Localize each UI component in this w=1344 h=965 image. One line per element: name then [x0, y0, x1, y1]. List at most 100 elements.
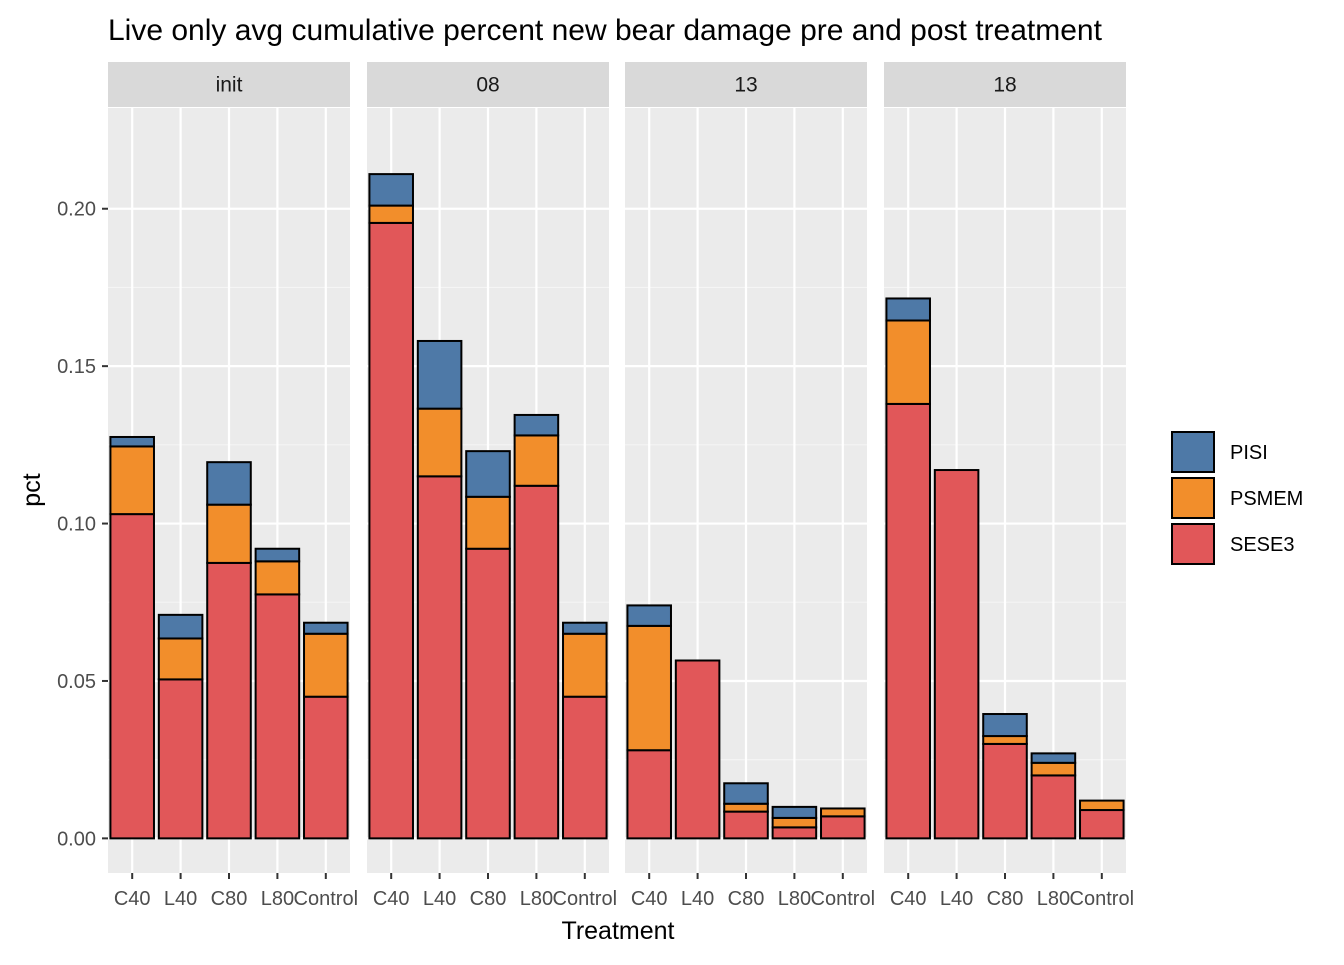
bar-sese3-c80: [723, 810, 769, 840]
bar-psmem-c80: [465, 495, 511, 550]
x-tick-label: C40: [373, 888, 410, 910]
x-tick-label: C40: [890, 888, 927, 910]
facet-strip: [108, 62, 350, 107]
bar-sese3-l80: [254, 593, 301, 840]
bar-pisi-l80: [513, 413, 560, 437]
bar-sese3-c40: [109, 513, 155, 840]
bar-sese3-c80: [206, 561, 252, 840]
bar-pisi-c40: [885, 297, 931, 322]
bar-pisi-l40: [157, 613, 204, 640]
facet-panel-init: init C40 L40 C80 L80 Control: [108, 62, 358, 910]
bar-pisi-c80: [206, 461, 252, 506]
x-tick-label: Control: [553, 888, 617, 910]
bar-sese3-control: [1079, 809, 1125, 840]
bar-psmem-l80: [1030, 761, 1077, 777]
facet-strip-label: 08: [476, 74, 499, 97]
x-tick-label: L80: [1037, 888, 1070, 910]
bar-psmem-c40: [109, 445, 155, 516]
bar-psmem-c80: [723, 802, 769, 813]
x-tick-label: L80: [520, 888, 553, 910]
y-tick-label: 0.00: [57, 828, 96, 850]
bar-psmem-l80: [513, 434, 560, 487]
bar-psmem-l40: [416, 407, 463, 478]
bar-psmem-c40: [885, 319, 931, 405]
bar-pisi-c40: [626, 604, 672, 627]
bar-pisi-control: [562, 621, 608, 635]
bar-pisi-c80: [723, 782, 769, 805]
bar-sese3-l80: [1030, 774, 1077, 840]
bar-pisi-c40: [109, 435, 155, 448]
x-tick-label: C40: [114, 888, 151, 910]
bar-psmem-l80: [771, 816, 818, 829]
bar-sese3-control: [820, 815, 866, 840]
facet-strip-label: 18: [993, 74, 1016, 97]
y-tick-label: 0.20: [57, 199, 96, 221]
bar-sese3-l40: [674, 659, 721, 840]
facet-panel-13: 13 C40 L40 C80 L80 Control: [625, 62, 875, 910]
bar-sese3-l40: [416, 475, 463, 840]
bar-sese3-c80: [982, 742, 1028, 840]
x-axis-title: Treatment: [561, 917, 674, 945]
facet-strip-label: 13: [734, 74, 757, 97]
bar-psmem-control: [1079, 799, 1125, 812]
legend-label-pisi: PISI: [1230, 442, 1268, 464]
legend-label-sese3: SESE3: [1230, 534, 1294, 556]
facet-strip-label: init: [216, 74, 243, 97]
bar-sese3-l40: [157, 678, 204, 840]
legend-key-sese3: [1171, 523, 1215, 565]
bar-sese3-l80: [771, 826, 818, 840]
x-tick-label: L80: [261, 888, 294, 910]
chart-title: Live only avg cumulative percent new bea…: [108, 14, 1103, 47]
x-tick-label: C80: [987, 888, 1024, 910]
bar-sese3-control: [562, 695, 608, 840]
x-tick-label: C80: [728, 888, 765, 910]
y-tick-label: 0.15: [57, 356, 96, 378]
y-tick-label: 0.10: [57, 514, 96, 536]
bar-psmem-c80: [206, 503, 252, 564]
bar-psmem-c40: [626, 624, 672, 752]
bar-pisi-c80: [982, 713, 1028, 738]
facet-strip: [367, 62, 609, 107]
bar-psmem-control: [562, 632, 608, 698]
bar-psmem-control: [303, 632, 349, 698]
x-tick-label: Control: [294, 888, 358, 910]
x-tick-label: Control: [1070, 888, 1134, 910]
x-tick-label: L40: [681, 888, 714, 910]
bar-pisi-c40: [368, 173, 414, 207]
x-tick-label: C40: [631, 888, 668, 910]
legend-key-psmem: [1171, 477, 1215, 519]
bar-pisi-l80: [1030, 752, 1077, 764]
bar-sese3-c40: [368, 221, 414, 840]
x-tick-label: L40: [423, 888, 456, 910]
bar-sese3-c80: [465, 547, 511, 840]
bar-pisi-l40: [416, 339, 463, 410]
x-tick-label: C80: [470, 888, 507, 910]
x-tick-label: L40: [164, 888, 197, 910]
x-tick-label: L40: [940, 888, 973, 910]
bar-sese3-c40: [626, 749, 672, 840]
bar-pisi-l80: [771, 805, 818, 819]
bar-psmem-c80: [982, 735, 1028, 745]
bar-psmem-l40: [157, 637, 204, 681]
x-tick-label: C80: [211, 888, 248, 910]
y-axis-title: pct: [18, 473, 46, 506]
legend: PISI PSMEM SESE3: [1171, 431, 1303, 565]
x-tick-label: L80: [778, 888, 811, 910]
facet-panel-18: 18 C40 L40 C80 L80 Control: [884, 62, 1134, 910]
bar-sese3-l40: [933, 469, 980, 840]
bar-psmem-control: [820, 807, 866, 818]
facet-panel-08: 08 C40 L40 C80 L80 Control: [367, 62, 617, 910]
x-tick-label: Control: [811, 888, 875, 910]
bar-sese3-c40: [885, 402, 931, 840]
bar-pisi-control: [303, 621, 349, 635]
bar-psmem-l80: [254, 560, 301, 596]
bar-sese3-l80: [513, 484, 560, 840]
legend-label-psmem: PSMEM: [1230, 488, 1303, 510]
bar-psmem-c40: [368, 204, 414, 224]
bar-sese3-control: [303, 695, 349, 840]
facet-strip: [884, 62, 1126, 107]
facet-strip: [625, 62, 867, 107]
